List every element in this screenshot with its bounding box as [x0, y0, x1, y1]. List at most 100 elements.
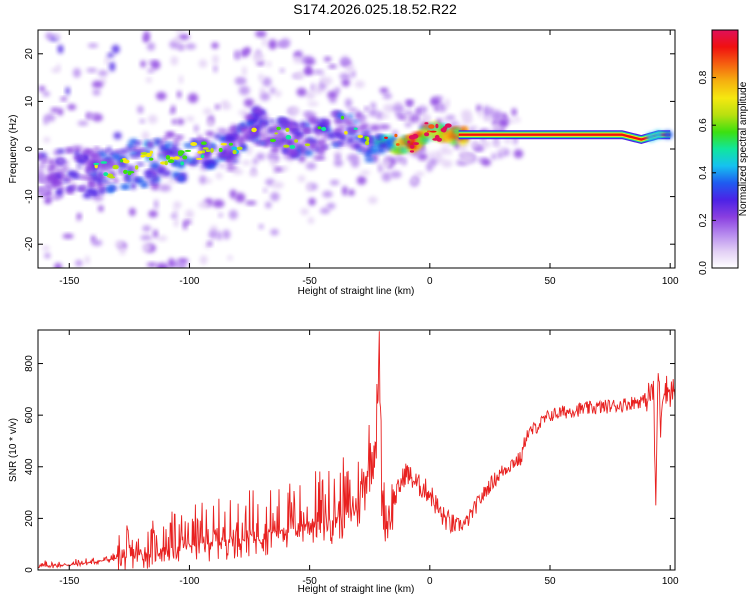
heatmap-cell — [348, 189, 355, 196]
heatmap-cell — [368, 108, 378, 117]
heatmap-cell — [340, 115, 345, 120]
heatmap-cell — [410, 114, 416, 123]
heatmap-cell — [287, 148, 297, 156]
heatmap-cell — [283, 144, 290, 148]
heatmap-cell — [236, 146, 243, 150]
heatmap-cell — [268, 39, 277, 50]
heatmap-cell — [193, 124, 199, 133]
heatmap-cell — [91, 235, 96, 242]
heatmap-cell — [164, 150, 175, 155]
heatmap-cell — [254, 137, 259, 142]
colorbar-axis: 0.0 0.2 0.4 0.6 0.8 — [698, 70, 716, 275]
heatmap-cell — [215, 104, 220, 110]
heatmap-cell — [170, 144, 179, 151]
heatmap-cell — [99, 162, 109, 169]
heatmap-cell — [339, 73, 351, 80]
heatmap-cell — [289, 144, 296, 149]
heatmap-cell — [103, 181, 112, 185]
heatmap-cell — [331, 110, 342, 116]
heatmap-cell — [242, 66, 247, 77]
heatmap-cell — [430, 98, 441, 107]
heatmap-cell — [180, 161, 185, 166]
heatmap-cell — [440, 127, 447, 133]
y-tick-label: 10 — [24, 95, 35, 107]
heatmap-cell — [347, 114, 354, 119]
heatmap-cell — [308, 142, 317, 149]
heatmap-cell — [57, 179, 63, 186]
heatmap-cell — [435, 123, 439, 129]
heatmap-cell — [44, 252, 51, 259]
heatmap-cell — [85, 165, 92, 169]
heatmap-cell — [43, 115, 48, 126]
heatmap-cell — [84, 176, 94, 181]
heatmap-cell — [121, 184, 130, 189]
heatmap-cell — [430, 130, 437, 133]
heatmap-cell — [111, 153, 121, 161]
heatmap-cell — [145, 173, 153, 180]
heatmap-cell — [327, 90, 338, 100]
heatmap-cell — [159, 155, 164, 160]
x-tick-label: 0 — [427, 276, 433, 287]
heatmap-cell — [307, 217, 315, 224]
heatmap-cell — [270, 87, 276, 95]
heatmap-cell — [38, 164, 46, 169]
heatmap-cell — [84, 255, 90, 265]
y-tick-label: 0 — [24, 567, 35, 573]
heatmap-cell — [290, 129, 300, 133]
heatmap-cell — [149, 150, 153, 154]
heatmap-cell — [177, 118, 185, 125]
heatmap-cell — [320, 73, 325, 80]
heatmap-cell — [217, 231, 222, 241]
heatmap-cell — [333, 131, 342, 137]
heatmap-cell — [66, 188, 72, 193]
heatmap-cell — [190, 138, 198, 143]
heatmap-cell — [179, 75, 184, 84]
heatmap-cell — [269, 126, 274, 133]
heatmap-cell — [252, 52, 265, 63]
heatmap-cell — [350, 158, 360, 168]
heatmap-cell — [157, 235, 168, 242]
y-tick-label: -20 — [24, 237, 35, 252]
heatmap-cell — [432, 129, 440, 136]
heatmap-cell — [142, 225, 152, 232]
heatmap-cell — [226, 162, 235, 167]
y-tick-label: 20 — [24, 48, 35, 60]
heatmap-cell — [270, 228, 279, 236]
heatmap-cell — [344, 98, 353, 108]
heatmap-cell — [424, 122, 429, 125]
heatmap-cell — [103, 172, 109, 177]
heatmap-cell — [228, 142, 233, 146]
heatmap-cell — [258, 73, 264, 82]
heatmap-cell — [139, 119, 146, 124]
heatmap-cell — [140, 234, 153, 241]
heatmap-cell — [57, 44, 64, 54]
heatmap-cell — [243, 131, 251, 137]
heatmap-cell — [238, 135, 245, 143]
heatmap-cell — [491, 153, 497, 160]
heatmap-cell — [168, 258, 175, 268]
heatmap-cell — [119, 149, 129, 154]
heatmap-cell — [313, 69, 325, 75]
colorbar-tick-label: 0.2 — [698, 213, 709, 227]
heatmap-cell — [98, 70, 108, 77]
heatmap-cell — [38, 155, 43, 160]
heatmap-cell — [234, 50, 239, 60]
heatmap-cell — [294, 71, 305, 80]
heatmap-cell — [239, 122, 246, 127]
heatmap-cell — [167, 176, 179, 184]
heatmap-cell — [112, 164, 119, 170]
heatmap-cell — [113, 132, 122, 140]
heatmap-cell — [41, 187, 49, 193]
snr-frame — [37, 329, 676, 571]
heatmap-cell — [297, 175, 306, 183]
heatmap-cell — [109, 61, 116, 72]
heatmap-cell — [84, 148, 92, 155]
heatmap-cell — [438, 102, 447, 113]
heatmap-cell — [177, 150, 185, 155]
y-tick-label: 0 — [24, 146, 35, 152]
heatmap-cell — [104, 56, 109, 65]
heatmap-cell — [75, 259, 83, 267]
heatmap-cell — [445, 115, 456, 121]
heatmap-cell — [131, 145, 138, 153]
